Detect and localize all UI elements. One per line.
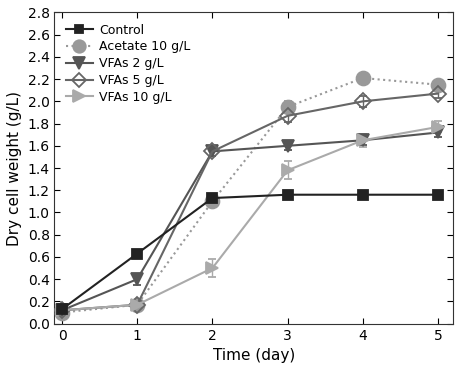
Y-axis label: Dry cell weight (g/L): Dry cell weight (g/L) — [7, 91, 22, 246]
X-axis label: Time (day): Time (day) — [212, 348, 294, 363]
Legend: Control, Acetate 10 g/L, VFAs 2 g/L, VFAs 5 g/L, VFAs 10 g/L: Control, Acetate 10 g/L, VFAs 2 g/L, VFA… — [61, 19, 196, 109]
